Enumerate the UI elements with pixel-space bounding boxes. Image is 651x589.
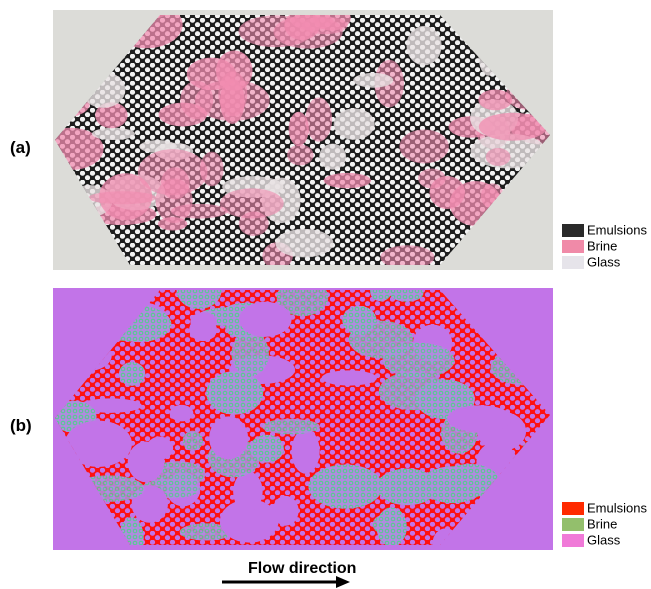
region [146,437,173,460]
region [209,416,248,459]
page: (a) (b) Emulsions Brine Glass Emulsions … [0,0,651,589]
region [292,429,320,474]
region [319,144,346,170]
region [334,108,375,139]
region [275,229,333,258]
region [322,370,377,385]
region [119,362,145,386]
region [189,318,217,341]
panel-label: (b) [10,416,32,435]
region [379,372,448,410]
region [447,405,512,432]
region [305,97,332,141]
region [239,302,291,337]
legend-swatch [562,240,584,253]
legend-label: Brine [587,516,617,531]
legend-label: Brine [587,238,617,253]
legend-swatch [562,502,584,515]
legend-label: Glass [587,254,621,269]
region [308,465,382,509]
region [183,431,203,451]
region [370,283,391,302]
region [390,285,424,301]
region [289,112,309,146]
flow-label: Flow direction [248,560,356,577]
region [382,343,454,378]
region [287,145,313,166]
region [353,73,393,88]
legend-swatch [562,518,584,531]
region [187,58,236,90]
region [302,17,348,35]
region [262,419,320,434]
region [399,129,449,163]
region [250,435,284,463]
legend-swatch [562,224,584,237]
region [92,128,135,140]
panel-label: (a) [10,138,31,157]
region [206,371,263,414]
region [99,173,152,220]
region [176,271,221,309]
region [239,212,269,236]
region [170,405,194,421]
legend-label: Emulsions [587,222,647,237]
region [324,173,372,188]
region [478,89,512,110]
region [200,152,224,187]
legend-swatch [562,256,584,269]
region [486,148,511,166]
legend-swatch [562,534,584,547]
figure: (a) (b) Emulsions Brine Glass Emulsions … [0,0,651,589]
region [377,507,407,546]
region [377,468,438,505]
region [233,471,263,512]
legend-label: Emulsions [587,500,647,515]
legend-label: Glass [587,532,621,547]
flow-arrowhead [336,576,350,588]
region [407,26,442,66]
